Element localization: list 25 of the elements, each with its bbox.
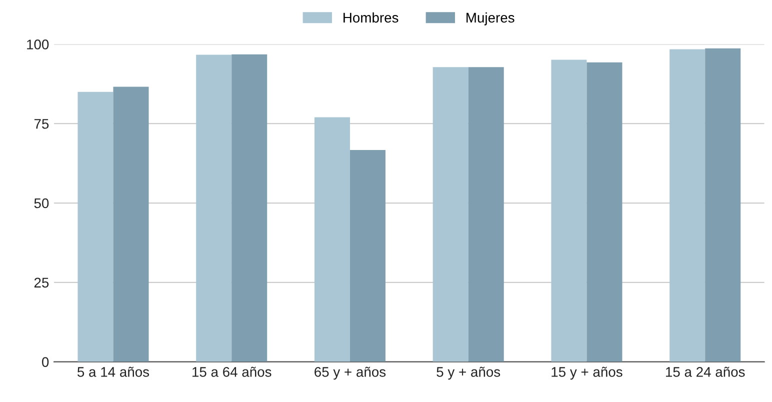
x-tick-label: 5 a 14 años bbox=[77, 366, 150, 377]
x-tick-label: 65 y + años bbox=[314, 366, 386, 380]
y-tick-label: 25 bbox=[34, 278, 49, 288]
bar bbox=[196, 54, 232, 362]
bar bbox=[314, 117, 350, 362]
bar bbox=[586, 62, 622, 362]
bar bbox=[468, 67, 504, 362]
x-tick-label: 15 a 24 años bbox=[666, 366, 745, 377]
y-tick-label: 0 bbox=[42, 357, 49, 367]
x-tick-label: 5 y + años bbox=[436, 366, 500, 380]
bar bbox=[78, 92, 114, 362]
bar bbox=[113, 86, 149, 362]
bar bbox=[705, 48, 741, 362]
y-tick-label: 50 bbox=[34, 198, 49, 208]
bar bbox=[551, 60, 587, 362]
y-tick-label: 75 bbox=[34, 119, 49, 129]
bar bbox=[670, 49, 706, 362]
bar bbox=[432, 67, 468, 362]
legend-label: Hombres bbox=[344, 12, 398, 23]
x-tick-label: 15 a 64 años bbox=[192, 366, 272, 377]
bar bbox=[350, 150, 386, 362]
bar bbox=[232, 54, 268, 362]
y-tick-label: 100 bbox=[27, 40, 49, 50]
x-tick-label: 15 y + años bbox=[552, 366, 622, 380]
legend-label: Mujeres bbox=[466, 12, 514, 26]
